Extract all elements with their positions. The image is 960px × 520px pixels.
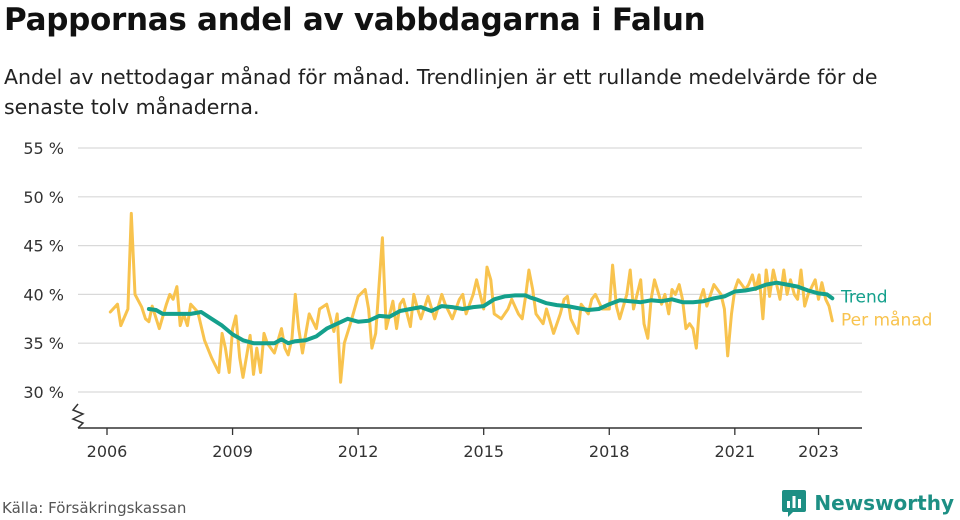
y-tick-label: 45 %: [23, 237, 64, 256]
y-axis-tick-labels: 30 % 35 % 40 % 45 % 50 % 55 %: [23, 139, 64, 402]
x-tick-label: 2021: [714, 442, 755, 461]
bar-chart-speech-bubble-icon: [782, 490, 807, 517]
y-axis-break-marker: [71, 403, 85, 429]
x-tick-label: 2006: [87, 442, 128, 461]
chart-title: Pappornas andel av vabbdagarna i Falun: [4, 2, 706, 38]
newsworthy-logo[interactable]: Newsworthy: [781, 488, 954, 518]
y-tick-label: 55 %: [23, 139, 64, 158]
x-tick-label: 2023: [798, 442, 839, 461]
y-tick-label: 30 %: [23, 383, 64, 402]
series-line-monthly: [108, 211, 834, 384]
x-tick-label: 2009: [212, 442, 253, 461]
legend-label-trend: Trend: [840, 287, 888, 307]
x-tick-label: 2018: [589, 442, 630, 461]
chart-subtitle: Andel av nettodagar månad för månad. Tre…: [4, 65, 878, 119]
source-note: Källa: Försäkringskassan: [2, 499, 187, 517]
series-lines: [108, 211, 835, 384]
x-axis: 2006 2009 2012 2015 2018 2021 2023: [71, 403, 862, 461]
x-tick-label: 2012: [338, 442, 379, 461]
legend-label-monthly: Per månad: [841, 309, 932, 330]
grid-lines: [78, 147, 862, 393]
series-line-trend: [146, 280, 835, 346]
y-tick-label: 50 %: [23, 188, 64, 207]
y-tick-label: 35 %: [23, 334, 64, 353]
y-tick-label: 40 %: [23, 285, 64, 304]
x-tick-label: 2015: [463, 442, 504, 461]
brand-name: Newsworthy: [814, 491, 954, 515]
